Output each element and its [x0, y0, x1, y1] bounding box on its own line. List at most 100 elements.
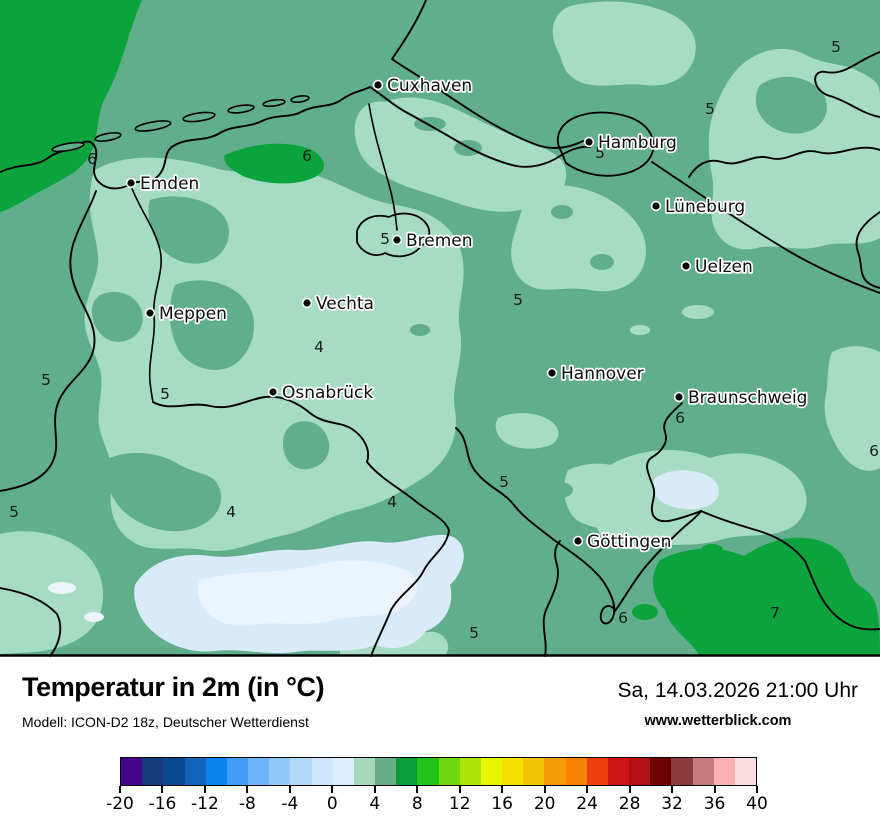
- temp-label: 5: [595, 144, 605, 162]
- colorbar-segment: [586, 758, 608, 785]
- colorbar-tick: [203, 786, 206, 793]
- colorbar-ticks: [119, 786, 758, 794]
- colorbar-tick-label: 36: [703, 794, 726, 814]
- island: [182, 111, 216, 123]
- colorbar-tick-label: 12: [448, 794, 471, 814]
- city-label: Hannover: [561, 364, 644, 384]
- temp-label: 6: [87, 150, 97, 168]
- colorbar-segment: [502, 758, 524, 785]
- city-dot-icon: [572, 535, 584, 547]
- city-label: Bremen: [406, 231, 473, 251]
- colorbar-segment: [184, 758, 206, 785]
- city-marker-emden: Emden: [125, 172, 201, 196]
- colorbar-segment: [692, 758, 714, 785]
- city-label: Osnabrück: [282, 383, 373, 403]
- border-south-exit: [542, 540, 561, 657]
- colorbar-tick: [119, 786, 121, 793]
- colorbar-segment: [544, 758, 566, 785]
- colorbar-segment: [353, 758, 376, 785]
- colorbar-segment: [375, 758, 397, 785]
- colorbar-segment: [248, 758, 270, 785]
- temp-label: 5: [499, 473, 509, 491]
- temp-label: 5: [380, 230, 390, 248]
- city-marker-meppen: Meppen: [144, 302, 229, 326]
- city-marker-hamburg: Hamburg: [583, 131, 679, 155]
- island: [134, 120, 172, 132]
- city-marker-hannover: Hannover: [546, 362, 645, 386]
- colorbar-tick: [331, 786, 334, 793]
- city-label: Uelzen: [695, 257, 753, 277]
- bremen-city-boundary: [356, 212, 431, 258]
- colorbar-segment: [438, 758, 460, 785]
- colorbar-tick-label: -16: [148, 794, 177, 814]
- temp-label: 5: [9, 503, 19, 521]
- temperature-colorbar: [120, 757, 757, 786]
- city-marker-uelzen: Uelzen: [680, 255, 754, 279]
- colorbar-segment: [480, 758, 503, 785]
- temp-label: 6: [869, 442, 879, 460]
- city-marker-osnabr-ck: Osnabrück: [267, 381, 375, 405]
- city-dot-icon: [680, 260, 692, 272]
- colorbar-tick: [671, 786, 674, 793]
- colorbar-segment: [226, 758, 249, 785]
- temp-label: 5: [41, 371, 51, 389]
- map-warm-regions: [0, 0, 880, 656]
- colorbar-segment: [671, 758, 693, 785]
- island: [290, 94, 310, 104]
- colorbar-segment: [629, 758, 651, 785]
- island: [262, 98, 286, 108]
- temp-label: 5: [513, 291, 523, 309]
- city-dot-icon: [650, 200, 662, 212]
- map-canvas: 6 6 5 5 5 5 5 4 5 5 5 4 4 5 5 6 7 6 6 Cuxhaven Emden Hamburg…: [0, 0, 880, 657]
- city-label: Hamburg: [598, 133, 677, 153]
- weser-river: [368, 103, 398, 231]
- city-marker-cuxhaven: Cuxhaven: [372, 74, 474, 98]
- temp-label: 5: [831, 38, 841, 56]
- colorbar-segment: [290, 758, 312, 785]
- elbe-upstream: [651, 161, 880, 294]
- temp-label: 6: [675, 409, 685, 427]
- island: [94, 132, 122, 142]
- colorbar-tick: [501, 786, 504, 793]
- temp-label: 5: [705, 100, 715, 118]
- colorbar-tick: [416, 786, 419, 793]
- colorbar-segment: [417, 758, 439, 785]
- city-label: Vechta: [316, 294, 374, 314]
- border-southwest: [152, 395, 450, 657]
- temp-label: 6: [302, 147, 312, 165]
- colorbar-tick-label: 24: [576, 794, 598, 814]
- colorbar-segment: [713, 758, 735, 785]
- temp-label: 4: [314, 338, 324, 356]
- colorbar-segment: [523, 758, 545, 785]
- border-west: [0, 190, 97, 492]
- colorbar-segment: [311, 758, 333, 785]
- city-label: Braunschweig: [688, 388, 807, 408]
- border-southwest-corner: [0, 587, 62, 657]
- city-dot-icon: [673, 391, 685, 403]
- map-line-work: [0, 0, 880, 657]
- colorbar-segment: [121, 758, 143, 785]
- colorbar-tick-label: 40: [746, 794, 768, 814]
- colorbar-segment: [396, 758, 418, 785]
- datetime-label: Sa, 14.03.2026 21:00 Uhr: [617, 679, 858, 702]
- border-east-edge: [855, 211, 880, 289]
- colorbar-tick-label: -12: [191, 794, 219, 814]
- colorbar-tick-label: 0: [326, 794, 338, 814]
- border-south-goettingen: [455, 427, 702, 625]
- city-dot-icon: [391, 234, 403, 246]
- city-markers: Cuxhaven Emden Hamburg Lüneburg Bremen Uelzen…: [125, 74, 809, 554]
- colorbar-segment: [565, 758, 587, 785]
- colorbar-tick-label: 20: [533, 794, 556, 814]
- city-dot-icon: [267, 386, 279, 398]
- colorbar-tick-label: 4: [369, 794, 381, 814]
- map-cold-regions: [48, 470, 719, 654]
- city-dot-icon: [546, 367, 558, 379]
- island: [227, 104, 255, 114]
- city-marker-l-neburg: Lüneburg: [650, 195, 747, 219]
- city-dot-icon: [125, 177, 137, 189]
- wadden-islands: [51, 94, 310, 153]
- city-marker-bremen: Bremen: [391, 229, 474, 253]
- colorbar-tick: [543, 786, 546, 793]
- colorbar-tick-label: 16: [491, 794, 514, 814]
- city-label: Meppen: [159, 304, 227, 324]
